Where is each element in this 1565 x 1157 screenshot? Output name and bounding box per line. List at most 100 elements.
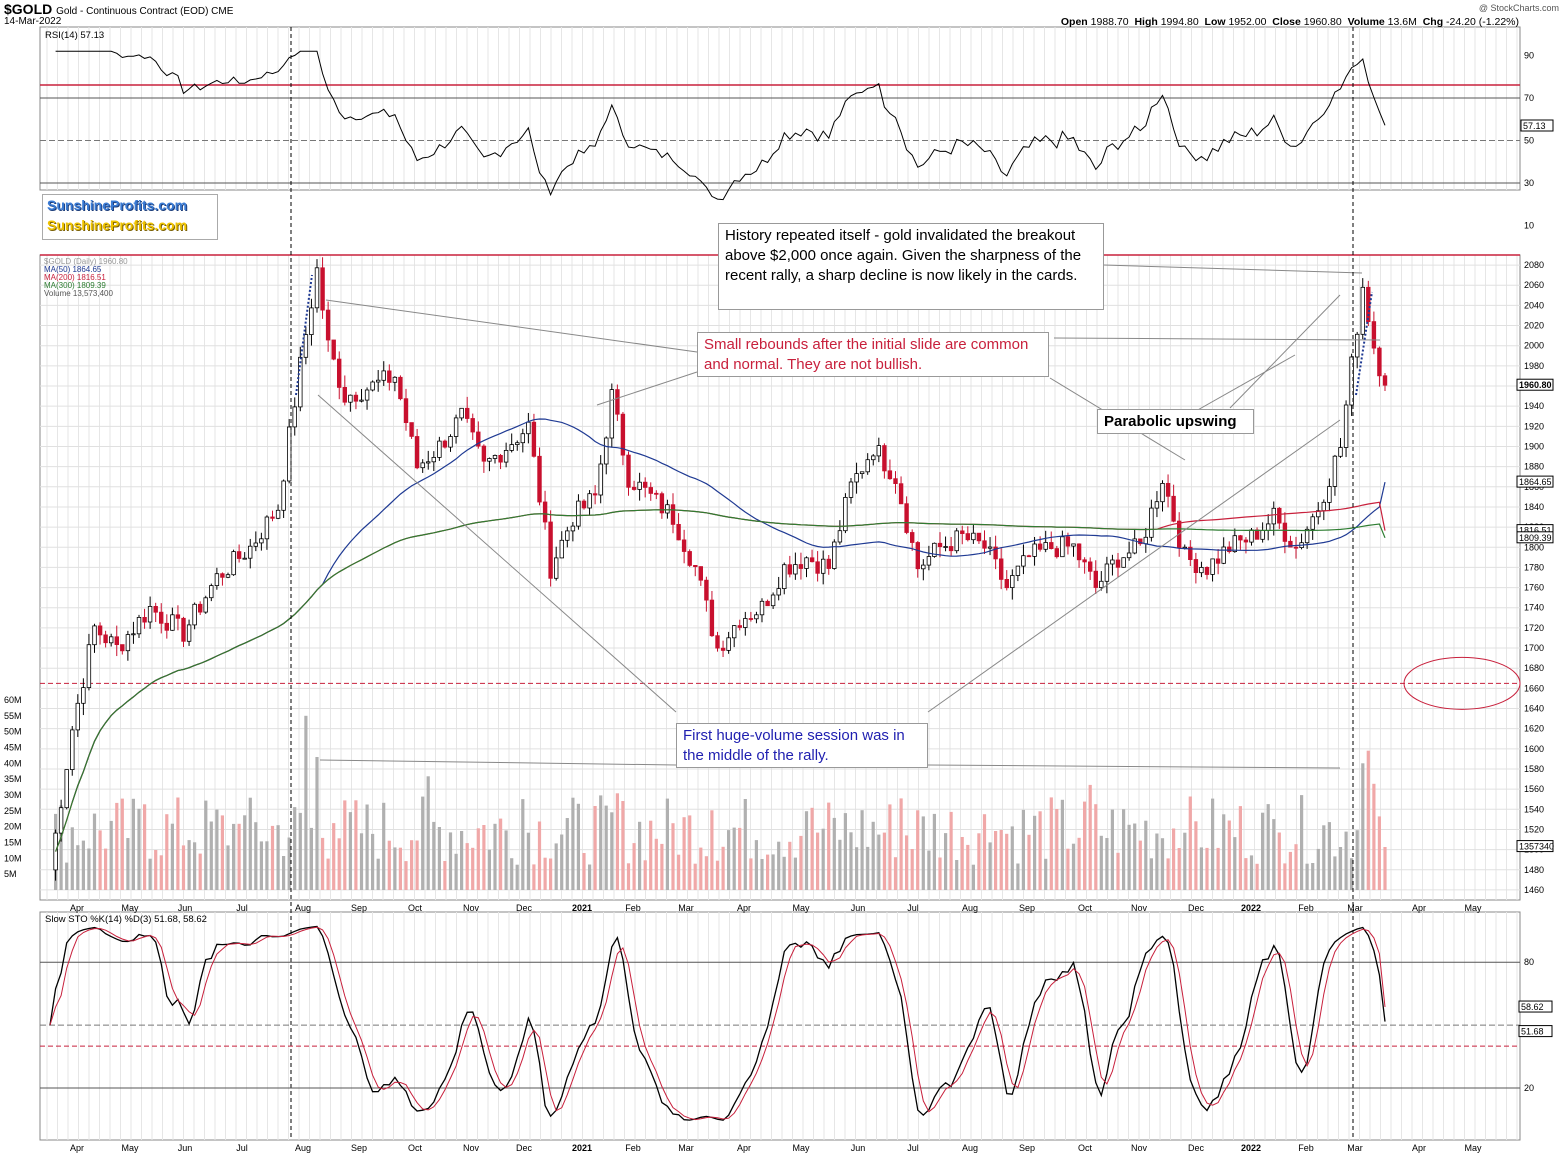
x-tick-label: Mar [678, 1143, 694, 1153]
volume-bar [59, 805, 63, 890]
candle-body [97, 625, 103, 636]
volume-bar [521, 799, 525, 890]
candle-body [342, 386, 347, 403]
sto-value-label: 51.68 [1521, 1027, 1544, 1037]
volume-bar [677, 854, 681, 890]
candle-body [75, 702, 80, 731]
candle-body [704, 579, 709, 601]
volume-bar [582, 853, 586, 890]
price-legend-item: MA(50) 1864.65 [44, 265, 102, 274]
candle-body [1377, 347, 1382, 377]
candle-body [403, 398, 409, 424]
candle-body [175, 614, 181, 619]
x-tick-label: Jun [178, 903, 193, 913]
volume-bar [1127, 824, 1131, 890]
volume-bar [1133, 823, 1137, 890]
candle-body [904, 503, 909, 533]
volume-bar [571, 797, 575, 890]
price-value-label: 1864.65 [1519, 477, 1552, 487]
candle-body [437, 440, 442, 458]
candle-body [253, 542, 258, 547]
volume-bar [265, 841, 269, 890]
candle-body [1304, 528, 1310, 544]
candle-body [209, 585, 214, 599]
candle-body [554, 557, 559, 579]
candle-body [1065, 536, 1071, 547]
volume-bar [193, 842, 197, 890]
candle-body [659, 493, 665, 514]
volume-bar [159, 855, 163, 890]
x-tick-label: Sep [351, 1143, 367, 1153]
volume-tick-label: 20M [4, 822, 22, 832]
candle-body [231, 551, 236, 576]
candle-body [109, 636, 114, 644]
volume-bar [237, 823, 241, 890]
candle-body [186, 624, 192, 642]
volume-bar [1255, 863, 1259, 890]
rsi-tick-label: 90 [1524, 51, 1534, 61]
volume-bar [1194, 821, 1198, 890]
candle-body [1121, 557, 1126, 568]
x-tick-label: 2021 [572, 903, 592, 913]
price-value-label: 1816.51 [1519, 526, 1552, 536]
price-tick-label: 1980 [1524, 361, 1544, 371]
x-tick-label: Apr [70, 1143, 84, 1153]
volume-bar [437, 827, 441, 890]
volume-bar [643, 860, 647, 890]
volume-bar [588, 864, 592, 890]
volume-bar [348, 812, 352, 890]
candle-body [1099, 580, 1104, 588]
candle-body [392, 376, 398, 383]
volume-bar [1138, 840, 1142, 890]
volume-bar [365, 804, 369, 890]
candle-body [120, 644, 125, 652]
volume-bar [1088, 784, 1092, 890]
candle-body [687, 551, 692, 566]
volume-bar [1277, 832, 1281, 890]
volume-bar [476, 828, 480, 890]
candle-body [81, 687, 86, 704]
candle-body [58, 807, 64, 834]
candle-body [843, 496, 848, 532]
candle-body [999, 558, 1004, 580]
candle-body [648, 487, 653, 494]
volume-bar [738, 827, 742, 890]
volume-bar [860, 810, 864, 890]
price-tick-label: 1780 [1524, 562, 1544, 572]
candle-body [1199, 567, 1204, 574]
price-tick-label: 1660 [1524, 683, 1544, 693]
sto-value-tag [1518, 1025, 1553, 1038]
x-tick-label: Jun [851, 903, 866, 913]
volume-bar [243, 815, 247, 890]
candle-body [798, 564, 804, 569]
candle-body [809, 557, 815, 563]
candle-body [726, 637, 731, 651]
volume-bar [181, 845, 186, 890]
x-tick-label: Mar [1347, 903, 1363, 913]
volume-bar [599, 795, 603, 890]
x-tick-label: Aug [962, 903, 978, 913]
volume-bar [1060, 799, 1064, 890]
candle-body [1243, 539, 1249, 543]
candle-body [1060, 536, 1065, 558]
x-tick-label: Aug [295, 903, 311, 913]
volume-bar [415, 840, 419, 890]
candle-body [353, 394, 359, 402]
volume-bar [799, 835, 803, 890]
candle-body [604, 437, 609, 465]
candle-body [565, 530, 570, 541]
volume-bar [1272, 819, 1276, 890]
candle-body [1293, 546, 1299, 549]
candle-body [86, 644, 92, 689]
volume-bar [632, 843, 636, 890]
candle-body [765, 600, 770, 607]
price-value-tag [1516, 531, 1554, 544]
candle-body [926, 556, 932, 566]
volume-bar [254, 822, 258, 890]
candle-body [1021, 555, 1026, 567]
volume-bar [443, 861, 447, 890]
candle-body [865, 459, 870, 473]
candle-body [1204, 567, 1210, 575]
volume-bar [109, 820, 113, 890]
volume-bar [499, 818, 503, 890]
